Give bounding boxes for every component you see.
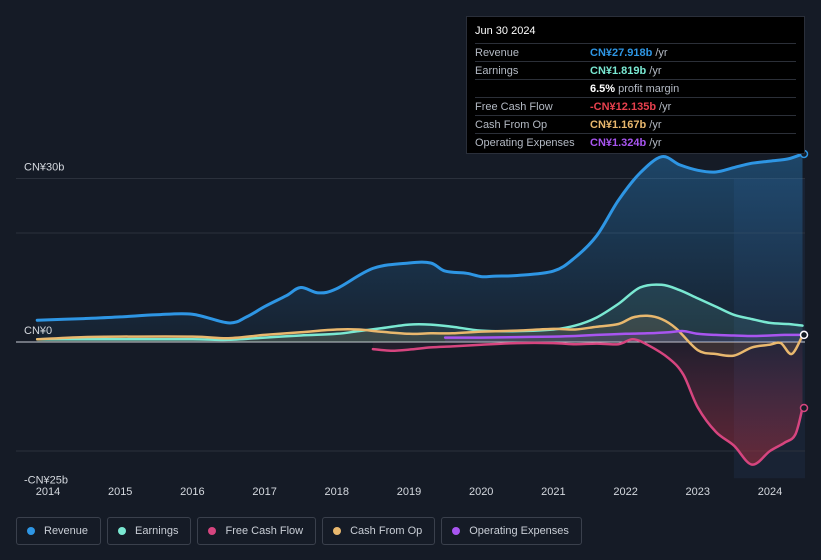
legend-label: Earnings [135, 525, 179, 537]
tooltip-row-label: Operating Expenses [475, 136, 575, 149]
tooltip-row-unit: /yr [649, 118, 662, 131]
legend-dot-icon [452, 527, 461, 535]
x-tick-2021: 2021 [541, 486, 565, 498]
x-tick-2014: 2014 [36, 486, 60, 498]
tooltip-row-unit: /yr [655, 46, 668, 59]
legend-label: Cash From Op [350, 525, 423, 537]
cluster-end-marker [799, 330, 809, 340]
x-tick-2024: 2024 [758, 486, 782, 498]
tooltip-row-unit: /yr [649, 64, 662, 77]
free-cash-flow-end-marker [799, 403, 809, 413]
legend-free-cash-flow[interactable]: Free Cash Flow [197, 517, 317, 545]
legend-label: Revenue [44, 525, 89, 537]
legend-dot-icon [333, 527, 342, 535]
x-tick-2018: 2018 [325, 486, 349, 498]
y-tick-zero: CN¥0 [24, 325, 52, 337]
tooltip-row: Revenue CN¥27.918b/yr [475, 43, 796, 61]
tooltip-row-value: CN¥1.167b [590, 118, 647, 131]
cash-from-op-line [35, 314, 804, 358]
x-tick-2017: 2017 [252, 486, 276, 498]
tooltip-row: Free Cash Flow -CN¥12.135b/yr [475, 97, 796, 115]
tooltip-rows: Revenue CN¥27.918b/yr Earnings CN¥1.819b/yr… [475, 43, 796, 151]
tooltip-row: Cash From Op CN¥1.167b/yr [475, 115, 796, 133]
x-tick-2015: 2015 [108, 486, 132, 498]
tooltip-row: 6.5% profit margin [475, 79, 796, 97]
x-tick-2016: 2016 [180, 486, 204, 498]
operating-expenses-area [445, 331, 803, 342]
tooltip-row-label: Cash From Op [475, 118, 548, 131]
legend-label: Operating Expenses [469, 525, 569, 537]
tooltip-row-value: -CN¥12.135b [590, 100, 657, 113]
operating-expenses-line [443, 329, 804, 339]
series-areas [37, 154, 803, 465]
revenue-line [35, 152, 804, 325]
revenue-area [37, 154, 803, 342]
data-tooltip: Jun 30 2024 Revenue CN¥27.918b/yr Earnings… [466, 16, 805, 154]
series-lines [35, 152, 804, 466]
x-tick-2022: 2022 [613, 486, 637, 498]
legend-dot-icon [118, 527, 127, 535]
earnings-area [37, 284, 803, 342]
tooltip-row-label: Earnings [475, 64, 519, 77]
legend-revenue[interactable]: Revenue [16, 517, 102, 545]
tooltip-row-label: Free Cash Flow [475, 100, 553, 113]
legend-operating-expenses[interactable]: Operating Expenses [441, 517, 582, 545]
legend-dot-icon [208, 527, 217, 535]
y-tick-bottom: -CN¥25b [24, 474, 68, 486]
tooltip-row-unit: /yr [659, 100, 672, 113]
tooltip-row-value: CN¥1.324b [590, 136, 647, 149]
y-tick-top: CN¥30b [24, 162, 64, 174]
tooltip-row-unit: profit margin [618, 82, 680, 95]
free-cash-flow-area [372, 339, 803, 465]
tooltip-row: Operating Expenses CN¥1.324b/yr [475, 133, 796, 151]
x-tick-2019: 2019 [397, 486, 421, 498]
legend-dot-icon [27, 527, 35, 535]
free-cash-flow-line [371, 338, 804, 466]
tooltip-date: Jun 30 2024 [475, 25, 536, 37]
legend-cash-from-op[interactable]: Cash From Op [322, 517, 436, 545]
legend-label: Free Cash Flow [225, 525, 304, 537]
x-tick-2020: 2020 [469, 486, 493, 498]
x-tick-2023: 2023 [686, 486, 710, 498]
tooltip-row-value: 6.5% [590, 82, 616, 95]
tooltip-row: Earnings CN¥1.819b/yr [475, 61, 796, 79]
tooltip-row-label: Revenue [475, 46, 520, 59]
legend-earnings[interactable]: Earnings [107, 517, 192, 545]
tooltip-row-value: CN¥27.918b [590, 46, 653, 59]
tooltip-row-value: CN¥1.819b [590, 64, 647, 77]
chart-legend: Revenue Earnings Free Cash Flow Cash From O… [16, 517, 582, 545]
x-axis-ticks: 2014 2015 2016 2017 2018 2019 2020 2021 2022 2023… [36, 486, 782, 498]
tooltip-row-unit: /yr [649, 136, 662, 149]
